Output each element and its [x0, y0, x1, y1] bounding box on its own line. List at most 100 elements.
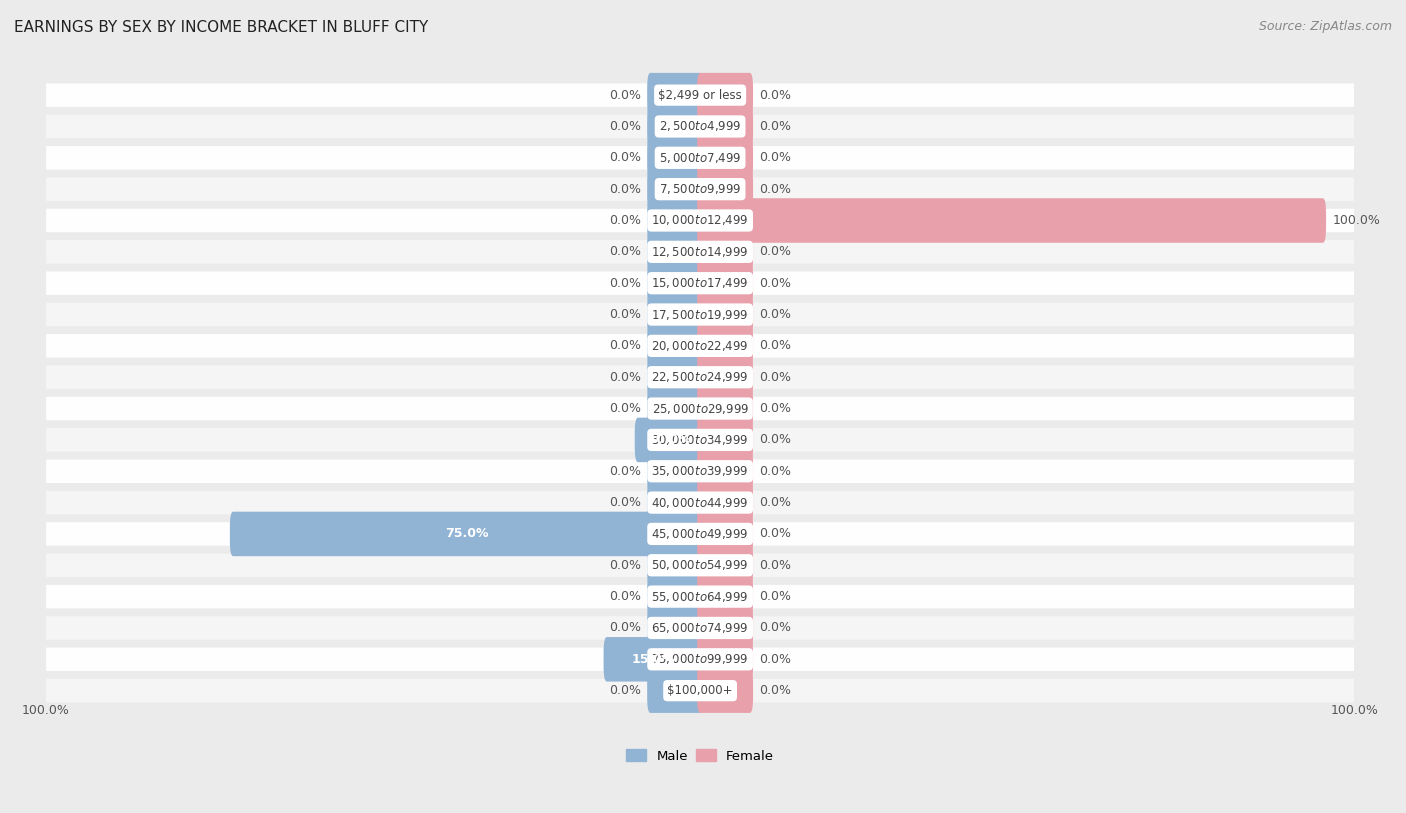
Text: EARNINGS BY SEX BY INCOME BRACKET IN BLUFF CITY: EARNINGS BY SEX BY INCOME BRACKET IN BLU…	[14, 20, 429, 35]
Text: 0.0%: 0.0%	[759, 120, 792, 133]
Text: 0.0%: 0.0%	[759, 151, 792, 164]
Text: $2,500 to $4,999: $2,500 to $4,999	[659, 120, 741, 133]
FancyBboxPatch shape	[46, 616, 1354, 640]
Text: 0.0%: 0.0%	[759, 402, 792, 415]
FancyBboxPatch shape	[647, 261, 703, 306]
FancyBboxPatch shape	[647, 198, 703, 243]
FancyBboxPatch shape	[634, 418, 703, 462]
FancyBboxPatch shape	[46, 679, 1354, 702]
Text: $10,000 to $12,499: $10,000 to $12,499	[651, 214, 749, 228]
Text: 0.0%: 0.0%	[759, 528, 792, 541]
FancyBboxPatch shape	[697, 386, 754, 431]
Text: $7,500 to $9,999: $7,500 to $9,999	[659, 182, 741, 196]
Text: 10.0%: 10.0%	[647, 433, 690, 446]
FancyBboxPatch shape	[46, 648, 1354, 671]
FancyBboxPatch shape	[697, 104, 754, 149]
Text: 0.0%: 0.0%	[759, 89, 792, 102]
FancyBboxPatch shape	[647, 449, 703, 493]
Legend: Male, Female: Male, Female	[621, 744, 779, 768]
FancyBboxPatch shape	[229, 511, 703, 556]
Text: 0.0%: 0.0%	[759, 183, 792, 196]
FancyBboxPatch shape	[46, 84, 1354, 107]
Text: 75.0%: 75.0%	[444, 528, 488, 541]
FancyBboxPatch shape	[697, 637, 754, 681]
Text: 0.0%: 0.0%	[759, 276, 792, 289]
FancyBboxPatch shape	[647, 293, 703, 337]
FancyBboxPatch shape	[46, 491, 1354, 515]
Text: 0.0%: 0.0%	[609, 402, 641, 415]
Text: 0.0%: 0.0%	[609, 465, 641, 478]
FancyBboxPatch shape	[46, 334, 1354, 358]
Text: 0.0%: 0.0%	[609, 276, 641, 289]
Text: $65,000 to $74,999: $65,000 to $74,999	[651, 621, 749, 635]
Text: 0.0%: 0.0%	[759, 308, 792, 321]
Text: $12,500 to $14,999: $12,500 to $14,999	[651, 245, 749, 259]
Text: 0.0%: 0.0%	[759, 685, 792, 698]
Text: 0.0%: 0.0%	[609, 308, 641, 321]
FancyBboxPatch shape	[46, 177, 1354, 201]
FancyBboxPatch shape	[647, 167, 703, 211]
FancyBboxPatch shape	[46, 459, 1354, 483]
Text: 15.0%: 15.0%	[631, 653, 675, 666]
FancyBboxPatch shape	[697, 136, 754, 180]
FancyBboxPatch shape	[46, 397, 1354, 420]
Text: 0.0%: 0.0%	[759, 496, 792, 509]
Text: 0.0%: 0.0%	[609, 214, 641, 227]
FancyBboxPatch shape	[697, 261, 754, 306]
Text: 0.0%: 0.0%	[759, 465, 792, 478]
Text: $55,000 to $64,999: $55,000 to $64,999	[651, 589, 749, 603]
FancyBboxPatch shape	[697, 229, 754, 274]
FancyBboxPatch shape	[697, 167, 754, 211]
FancyBboxPatch shape	[647, 73, 703, 117]
FancyBboxPatch shape	[46, 272, 1354, 295]
Text: $25,000 to $29,999: $25,000 to $29,999	[651, 402, 749, 415]
FancyBboxPatch shape	[647, 574, 703, 619]
FancyBboxPatch shape	[647, 543, 703, 588]
Text: 100.0%: 100.0%	[21, 704, 69, 717]
Text: 100.0%: 100.0%	[1333, 214, 1381, 227]
FancyBboxPatch shape	[647, 606, 703, 650]
FancyBboxPatch shape	[46, 428, 1354, 452]
Text: $22,500 to $24,999: $22,500 to $24,999	[651, 370, 749, 385]
Text: 0.0%: 0.0%	[609, 246, 641, 259]
FancyBboxPatch shape	[46, 366, 1354, 389]
Text: $30,000 to $34,999: $30,000 to $34,999	[651, 433, 749, 447]
Text: $75,000 to $99,999: $75,000 to $99,999	[651, 652, 749, 667]
FancyBboxPatch shape	[46, 209, 1354, 233]
FancyBboxPatch shape	[647, 668, 703, 713]
FancyBboxPatch shape	[697, 73, 754, 117]
FancyBboxPatch shape	[697, 324, 754, 368]
Text: 0.0%: 0.0%	[609, 590, 641, 603]
FancyBboxPatch shape	[697, 293, 754, 337]
Text: $20,000 to $22,499: $20,000 to $22,499	[651, 339, 749, 353]
FancyBboxPatch shape	[647, 386, 703, 431]
FancyBboxPatch shape	[46, 522, 1354, 546]
Text: 0.0%: 0.0%	[759, 559, 792, 572]
Text: $15,000 to $17,499: $15,000 to $17,499	[651, 276, 749, 290]
Text: $45,000 to $49,999: $45,000 to $49,999	[651, 527, 749, 541]
FancyBboxPatch shape	[697, 511, 754, 556]
Text: 0.0%: 0.0%	[759, 339, 792, 352]
FancyBboxPatch shape	[46, 115, 1354, 138]
FancyBboxPatch shape	[697, 198, 1326, 243]
Text: 0.0%: 0.0%	[759, 371, 792, 384]
FancyBboxPatch shape	[697, 668, 754, 713]
Text: 0.0%: 0.0%	[759, 433, 792, 446]
FancyBboxPatch shape	[647, 355, 703, 399]
Text: $2,499 or less: $2,499 or less	[658, 89, 742, 102]
FancyBboxPatch shape	[647, 324, 703, 368]
FancyBboxPatch shape	[697, 543, 754, 588]
FancyBboxPatch shape	[697, 606, 754, 650]
Text: 0.0%: 0.0%	[609, 120, 641, 133]
Text: 0.0%: 0.0%	[759, 246, 792, 259]
Text: 0.0%: 0.0%	[609, 183, 641, 196]
FancyBboxPatch shape	[46, 240, 1354, 263]
Text: 0.0%: 0.0%	[609, 89, 641, 102]
Text: 0.0%: 0.0%	[759, 653, 792, 666]
Text: $40,000 to $44,999: $40,000 to $44,999	[651, 496, 749, 510]
Text: Source: ZipAtlas.com: Source: ZipAtlas.com	[1258, 20, 1392, 33]
FancyBboxPatch shape	[46, 302, 1354, 326]
Text: 0.0%: 0.0%	[609, 151, 641, 164]
FancyBboxPatch shape	[46, 554, 1354, 577]
Text: 0.0%: 0.0%	[609, 371, 641, 384]
